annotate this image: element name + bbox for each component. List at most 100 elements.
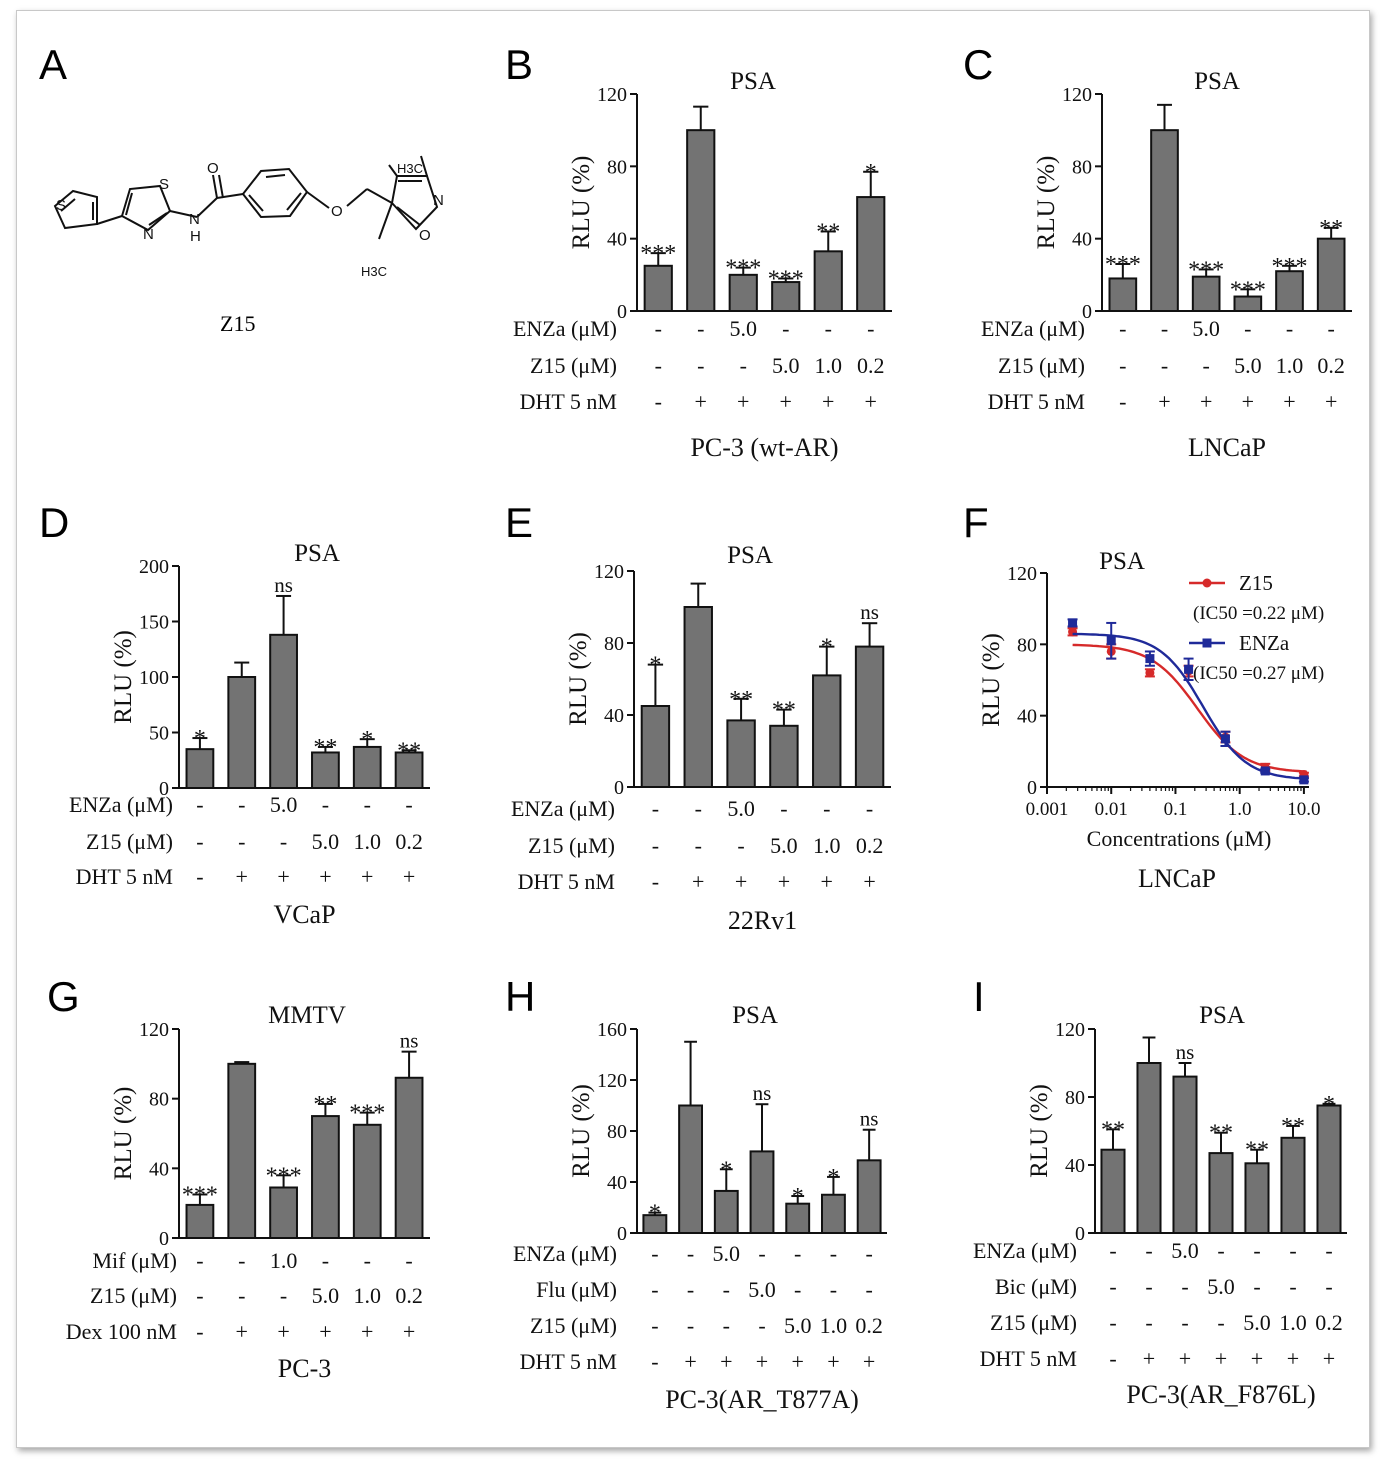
x-tick-label: 10.0 [1287, 799, 1320, 820]
treatment-cell: - [697, 316, 704, 341]
treatment-cell: - [867, 316, 874, 341]
y-tick-label: 40 [1072, 229, 1092, 251]
y-tick-label: 0 [1082, 301, 1092, 323]
significance-label: *** [1105, 252, 1141, 278]
treatment-cell: - [238, 792, 245, 817]
treatment-cell: 5.0 [713, 1241, 741, 1266]
y-tick-label: 0 [614, 777, 624, 799]
treatment-cell: + [277, 864, 289, 889]
treatment-cell: - [865, 1241, 872, 1266]
y-tick-label: 50 [149, 723, 169, 745]
treatment-cell: - [1325, 1238, 1332, 1263]
treatment-cell: - [697, 353, 704, 378]
treatment-cell: 1.0 [354, 829, 382, 854]
significance-label: * [720, 1157, 732, 1183]
treatment-cell: 5.0 [1171, 1238, 1199, 1263]
treatment-cell: + [720, 1349, 732, 1374]
y-tick-label: 0 [1027, 777, 1037, 799]
legend-marker [1202, 638, 1212, 648]
atom-o-ether: O [331, 203, 343, 220]
treatment-cell: - [652, 869, 659, 894]
treatment-cell: - [723, 1313, 730, 1338]
treatment-row-label: DHT 5 nM [520, 1349, 617, 1374]
treatment-cell: - [1181, 1310, 1188, 1335]
treatment-cell: 5.0 [748, 1277, 776, 1302]
significance-label: * [1323, 1092, 1335, 1118]
treatment-cell: - [1286, 316, 1293, 341]
treatment-cell: + [277, 1319, 289, 1344]
y-tick-label: 120 [1062, 84, 1092, 106]
bar [643, 264, 673, 313]
treatment-cell: - [1328, 316, 1335, 341]
bar [769, 724, 799, 788]
bar [1280, 1136, 1306, 1235]
significance-label: ** [1209, 1121, 1233, 1147]
treatment-cell: - [196, 1248, 203, 1273]
fit-curve [1072, 632, 1307, 780]
treatment-cell: + [792, 1349, 804, 1374]
treatment-cell: 5.0 [772, 353, 800, 378]
significance-label: *** [182, 1182, 218, 1208]
panel-letter-c: C [963, 41, 993, 88]
x-axis-label: Concentrations (μM) [1087, 826, 1272, 851]
atom-methyl-top: H3C [397, 161, 423, 176]
legend-series-detail: (IC50 =0.27 μM) [1193, 663, 1324, 684]
treatment-cell: + [403, 864, 415, 889]
significance-label: ** [313, 735, 337, 761]
significance-label: *** [725, 256, 761, 282]
bar [713, 1189, 739, 1235]
treatment-cell: 1.0 [1279, 1310, 1307, 1335]
treatment-cell: - [652, 833, 659, 858]
significance-label: ** [397, 738, 421, 764]
bar [821, 1193, 846, 1234]
y-tick-label: 80 [1072, 156, 1092, 178]
treatment-cell: - [794, 1241, 801, 1266]
treatment-cell: - [865, 1277, 872, 1302]
bar [1316, 237, 1346, 313]
x-tick-label: 0.001 [1026, 799, 1069, 820]
bar [1208, 1152, 1234, 1234]
chart-title: PSA [732, 1002, 778, 1029]
treatment-row-label: DHT 5 nM [518, 869, 615, 894]
treatment-cell: - [687, 1241, 694, 1266]
treatment-row-label: Mif (μM) [92, 1248, 177, 1273]
chart-title: PSA [730, 68, 776, 95]
bar [1275, 270, 1304, 313]
treatment-row-label: DHT 5 nM [988, 389, 1085, 414]
significance-label: * [649, 653, 661, 679]
significance-label: *** [1272, 254, 1308, 280]
treatment-cell: 1.0 [270, 1248, 298, 1273]
treatment-cell: 0.2 [857, 353, 885, 378]
treatment-cell: 1.0 [815, 353, 843, 378]
significance-label: ** [1101, 1117, 1125, 1143]
treatment-cell: - [405, 792, 412, 817]
treatment-cell: 0.2 [395, 829, 423, 854]
x-tick-label: 1.0 [1228, 799, 1252, 820]
significance-label: * [194, 726, 206, 752]
bar [1150, 129, 1179, 312]
cell-line-label: LNCaP [1188, 433, 1266, 462]
treatment-cell: - [196, 864, 203, 889]
bar [1191, 275, 1221, 312]
y-tick-label: 120 [1007, 563, 1037, 585]
y-tick-label: 0 [617, 301, 627, 323]
bar [1100, 1148, 1126, 1234]
legend-marker [1202, 578, 1212, 588]
treatment-row-label: DHT 5 nM [76, 864, 173, 889]
legend-series-detail: (IC50 =0.22 μM) [1193, 603, 1324, 624]
y-tick-label: 40 [607, 1172, 627, 1194]
y-tick-label: 0 [159, 1228, 169, 1250]
panel-letter-d: D [39, 499, 69, 546]
significance-label: *** [349, 1101, 385, 1127]
y-tick-label: 80 [149, 1089, 169, 1111]
treatment-row-label: ENZa (μM) [981, 316, 1085, 341]
significance-label: ns [400, 1029, 419, 1053]
treatment-cell: 5.0 [312, 1283, 340, 1308]
treatment-cell: - [1109, 1238, 1116, 1263]
treatment-row-label: Bic (μM) [995, 1274, 1077, 1299]
bar [311, 751, 340, 789]
significance-label: ** [1281, 1114, 1305, 1140]
bar [185, 1203, 215, 1239]
treatment-cell: - [1161, 353, 1168, 378]
